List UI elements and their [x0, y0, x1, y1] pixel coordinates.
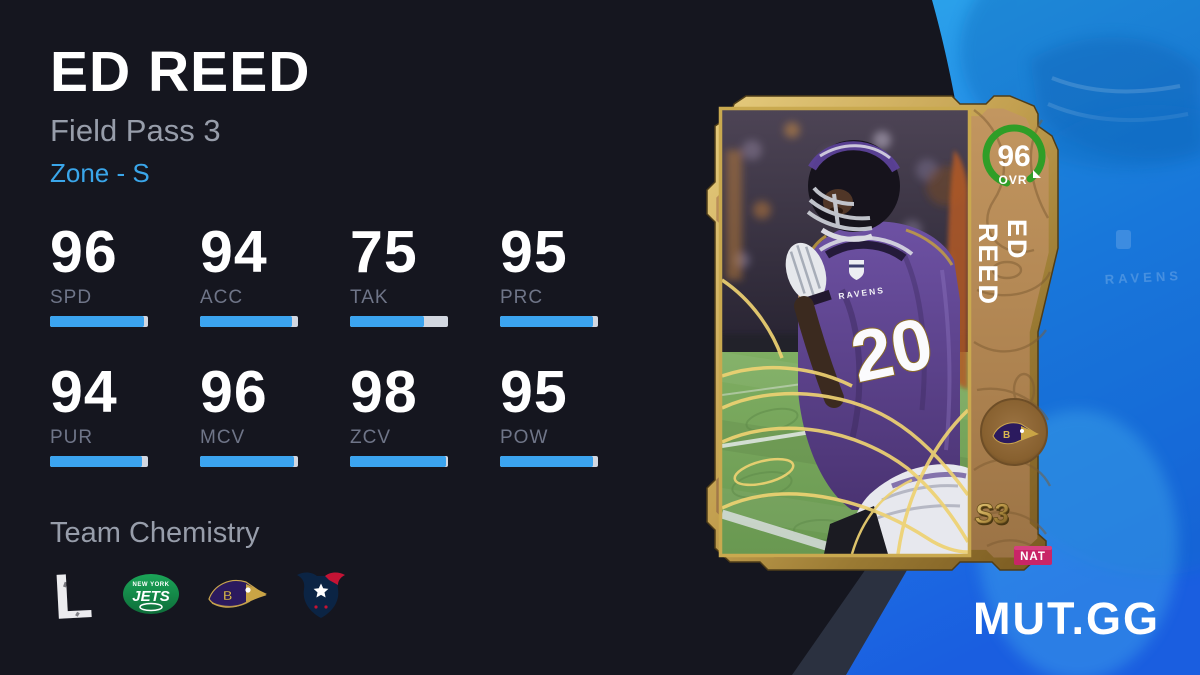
- stat-pur: 94 PUR: [50, 359, 200, 468]
- team-chemistry-logos: L NEW YORK JETS: [50, 564, 348, 626]
- stat-bar-track: [350, 456, 448, 468]
- svg-text:L: L: [52, 564, 95, 626]
- season-badge: S3 S3: [973, 498, 1012, 531]
- overall-value: 96: [997, 140, 1030, 173]
- legends-logo-icon: L: [52, 564, 95, 626]
- photo-border: [718, 106, 972, 558]
- stat-bar-track: [500, 316, 598, 328]
- stat-value: 95: [500, 359, 568, 426]
- stat-bar-fill: [350, 456, 447, 468]
- texans-logo-icon: [297, 572, 345, 618]
- stat-value: 94: [200, 219, 268, 285]
- stat-bar-track: [200, 456, 298, 468]
- ovr-notch: [1033, 170, 1041, 178]
- stat-acc: 94 ACC: [200, 219, 350, 328]
- player-figure: RAVENS 20: [785, 140, 968, 554]
- stat-value: 96: [50, 219, 118, 285]
- stat-bar-track: [500, 456, 598, 468]
- stat-bar-track: [50, 316, 148, 328]
- stat-zcv: 98 ZCV: [350, 359, 500, 468]
- stat-value: 75: [350, 219, 418, 285]
- stat-spd: 96 SPD: [50, 219, 200, 328]
- program-label: Field Pass 3: [50, 113, 221, 148]
- stat-bar-fill: [200, 316, 293, 328]
- stat-value: 96: [200, 359, 268, 426]
- stat-label: PUR: [50, 427, 94, 449]
- player-photo: RAVENS 20: [722, 110, 968, 554]
- svg-text:S3: S3: [973, 498, 1010, 529]
- stat-bar-fill: [500, 456, 594, 468]
- svg-text:NEW YORK: NEW YORK: [133, 582, 170, 588]
- archetype-label: Zone - S: [50, 158, 150, 188]
- ravens-logo-icon: B: [208, 579, 267, 608]
- stat-bar-track: [200, 316, 298, 328]
- card-team-logo: B: [980, 398, 1048, 466]
- stat-value: 95: [500, 219, 568, 285]
- stats-grid: 96 SPD 94 ACC 75 TAK 95 PRC 94 PUR 96 MC…: [50, 219, 650, 468]
- svg-text:B: B: [1003, 430, 1010, 441]
- jets-logo-icon: NEW YORK JETS: [123, 574, 179, 614]
- gold-contour-overlay: [722, 278, 968, 554]
- svg-text:S3: S3: [975, 500, 1012, 531]
- stat-label: ZCV: [350, 427, 391, 449]
- overall-rating-badge: 96 OVR: [982, 124, 1046, 187]
- overall-label: OVR: [998, 173, 1027, 187]
- stat-prc: 95 PRC: [500, 219, 650, 328]
- stat-bar-fill: [200, 456, 295, 468]
- player-name-title: ED REED: [50, 40, 311, 104]
- stat-bar-fill: [50, 316, 145, 328]
- stat-label: MCV: [200, 427, 246, 449]
- stat-pow: 95 POW: [500, 359, 650, 468]
- stat-tak: 75 TAK: [350, 219, 500, 328]
- team-chemistry-title: Team Chemistry: [50, 517, 260, 549]
- stat-bar-track: [50, 456, 148, 468]
- player-header: ED REED Field Pass 3 Zone - S: [50, 44, 310, 189]
- stat-label: POW: [500, 427, 549, 449]
- nat-badge: NAT: [1014, 546, 1052, 565]
- svg-text:B: B: [223, 588, 232, 603]
- stat-mcv: 96 MCV: [200, 359, 350, 468]
- svg-text:NAT: NAT: [1020, 551, 1046, 563]
- facemask: [806, 186, 873, 232]
- faint-jersey-wordmark: RAVENS: [1104, 268, 1182, 287]
- stat-bar-fill: [500, 316, 594, 328]
- faint-shield-shape: [1116, 230, 1131, 249]
- team-chemistry-section: Team Chemistry L NEW YORK JETS: [50, 517, 348, 626]
- stat-label: SPD: [50, 287, 93, 309]
- mutgg-logo: MUT.GG: [973, 593, 1160, 644]
- stat-label: TAK: [350, 287, 389, 309]
- svg-text:JETS: JETS: [132, 588, 170, 605]
- jersey-number: 20: [845, 303, 940, 398]
- stat-bar-track: [350, 316, 448, 328]
- card-name-line1: ED: [1002, 219, 1032, 261]
- stat-bar-fill: [50, 456, 143, 468]
- stat-label: ACC: [200, 287, 244, 309]
- stat-label: PRC: [500, 287, 544, 309]
- stat-value: 94: [50, 359, 118, 426]
- stat-value: 98: [350, 359, 418, 426]
- card-name-line2: REED: [973, 223, 1003, 306]
- stat-bar-fill: [350, 316, 424, 328]
- player-card: RAVENS 20 96 OVR ED REED: [706, 95, 1059, 571]
